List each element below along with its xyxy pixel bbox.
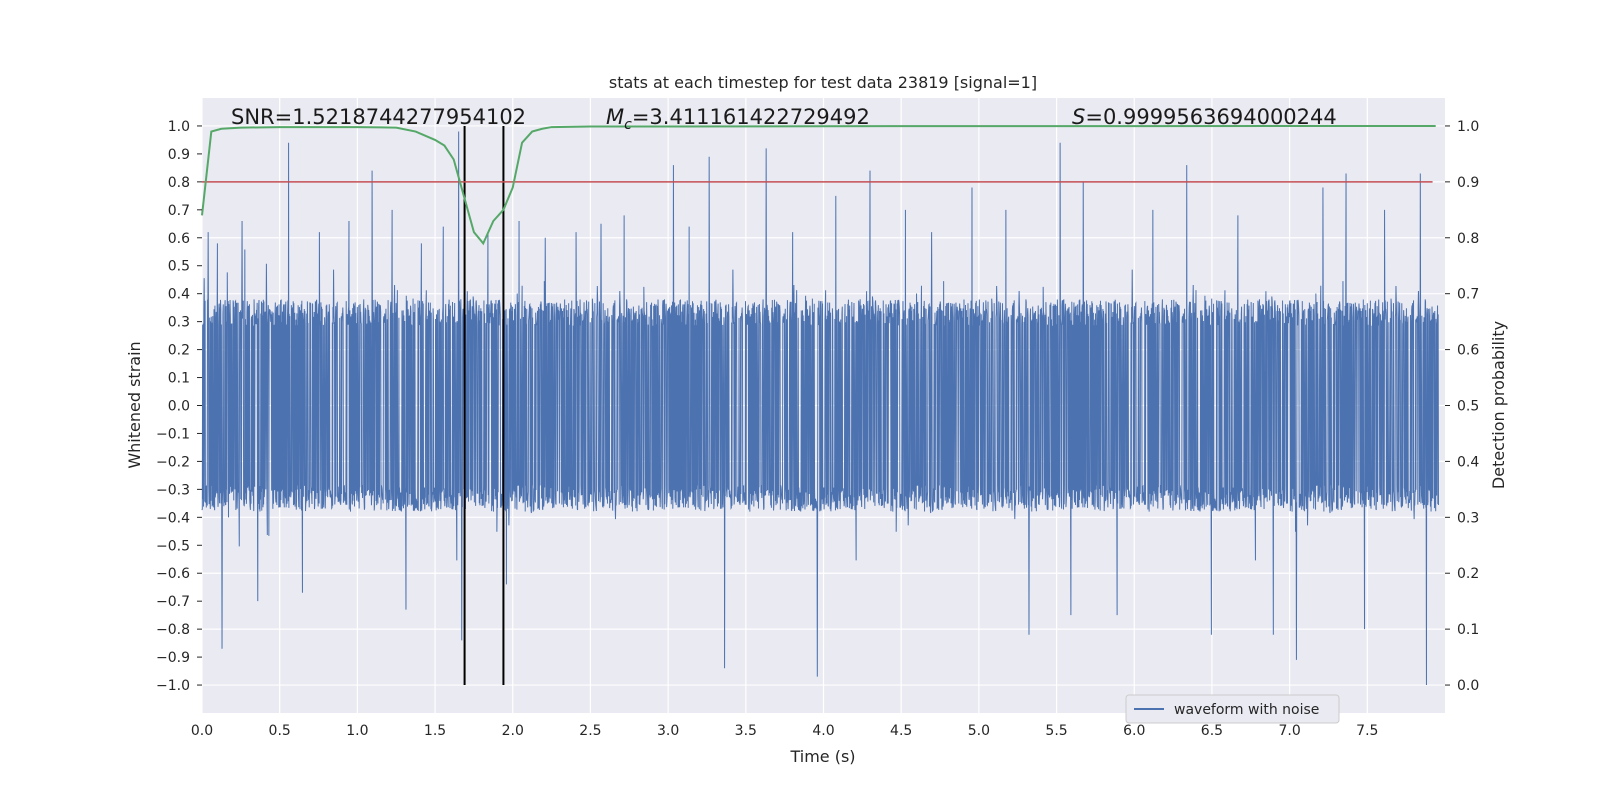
x-tick-label: 2.5 <box>579 723 601 739</box>
x-tick-label: 0.0 <box>191 723 213 739</box>
x-tick-label: 5.0 <box>968 723 990 739</box>
y-left-tick-label: 1.0 <box>168 119 190 135</box>
y-left-tick-label: 0.0 <box>168 399 190 415</box>
probability-series <box>201 125 1436 246</box>
x-tick-label: 2.0 <box>502 723 524 739</box>
y-left-tick-label: −0.6 <box>156 566 190 582</box>
y-left-tick-label: 0.3 <box>168 315 190 331</box>
score-annotation: S=0.9999563694000244 <box>1072 105 1337 129</box>
legend-label: waveform with noise <box>1174 702 1319 718</box>
y-left-tick-label: 0.4 <box>168 287 190 303</box>
y-left-tick-label: −0.5 <box>156 538 190 554</box>
y-left-tick-label: 0.2 <box>168 343 190 359</box>
x-tick-label: 0.5 <box>269 723 291 739</box>
x-tick-label: 6.5 <box>1201 723 1223 739</box>
y-left-tick-label: −0.1 <box>156 426 190 442</box>
y-right-tick-label: 0.4 <box>1457 454 1479 470</box>
x-tick-label: 7.0 <box>1278 723 1300 739</box>
chirp-mass-annotation: Mc=3.411161422729492 <box>606 105 870 133</box>
legend: waveform with noise <box>1125 694 1340 724</box>
x-tick-label: 1.0 <box>346 723 368 739</box>
x-tick-label: 5.5 <box>1045 723 1067 739</box>
x-tick-label: 6.0 <box>1123 723 1145 739</box>
x-tick-label: 4.5 <box>890 723 912 739</box>
y-axis-label-right: Detection probability <box>1489 321 1508 489</box>
x-tick-label: 4.0 <box>812 723 834 739</box>
y-left-tick-label: −0.4 <box>156 510 190 526</box>
vertical-markers <box>463 125 505 686</box>
y-right-tick-label: 0.3 <box>1457 510 1479 526</box>
y-left-tick-label: 0.6 <box>168 231 190 247</box>
score-value: =0.9999563694000244 <box>1085 105 1336 129</box>
y-left-tick-label: −0.8 <box>156 622 190 638</box>
y-left-tick-label: −0.2 <box>156 454 190 470</box>
y-right-tick-label: 0.1 <box>1457 622 1479 638</box>
x-tick-label: 3.5 <box>735 723 757 739</box>
y-left-tick-label: −1.0 <box>156 678 190 694</box>
chirp-mass-value: =3.411161422729492 <box>632 105 870 129</box>
y-right-tick-label: 0.6 <box>1457 343 1479 359</box>
x-axis-label: Time (s) <box>789 747 855 766</box>
x-tick-label: 1.5 <box>424 723 446 739</box>
y-left-tick-label: 0.9 <box>168 147 190 163</box>
y-left-tick-label: 0.1 <box>168 371 190 387</box>
x-tick-labels: 0.0 0.5 1.0 1.5 2.0 2.5 3.0 3.5 4.0 4.5 5.0 5.5 6.0 6… <box>191 723 1379 739</box>
y-right-tick-label: 1.0 <box>1457 119 1479 135</box>
y-left-tick-label: 0.7 <box>168 203 190 219</box>
strain-series <box>201 131 1439 686</box>
x-tick-label: 3.0 <box>657 723 679 739</box>
y-tick-labels-left: 1.0 0.9 0.8 0.7 0.6 0.5 0.4 0.3 0.2 0.1 0.0 −0.1 −0.… <box>156 119 202 694</box>
y-left-tick-label: 0.8 <box>168 175 190 191</box>
y-right-tick-label: 0.8 <box>1457 231 1479 247</box>
legend-box <box>1125 694 1340 724</box>
chirp-mass-symbol: M <box>606 105 624 129</box>
snr-annotation: SNR=1.5218744277954102 <box>231 105 526 129</box>
score-symbol: S <box>1072 105 1085 129</box>
y-right-tick-label: 0.9 <box>1457 175 1479 191</box>
y-right-tick-label: 0.2 <box>1457 566 1479 582</box>
y-right-tick-label: 0.5 <box>1457 399 1479 415</box>
chart-title: stats at each timestep for test data 238… <box>609 73 1037 92</box>
y-axis-label-left: Whitened strain <box>125 341 144 468</box>
chirp-mass-subscript: c <box>624 117 632 133</box>
y-right-tick-label: 0.0 <box>1457 678 1479 694</box>
y-left-tick-label: −0.9 <box>156 650 190 666</box>
y-tick-labels-right: 1.0 0.9 0.8 0.7 0.6 0.5 0.4 0.3 0.2 0.1 0.0 <box>1445 119 1479 694</box>
y-left-tick-label: 0.5 <box>168 259 190 275</box>
y-right-tick-label: 0.7 <box>1457 287 1479 303</box>
x-tick-label: 7.5 <box>1356 723 1378 739</box>
y-left-tick-label: −0.7 <box>156 594 190 610</box>
strain-line <box>201 131 1439 686</box>
y-left-tick-label: −0.3 <box>156 482 190 498</box>
probability-line <box>201 125 1436 246</box>
